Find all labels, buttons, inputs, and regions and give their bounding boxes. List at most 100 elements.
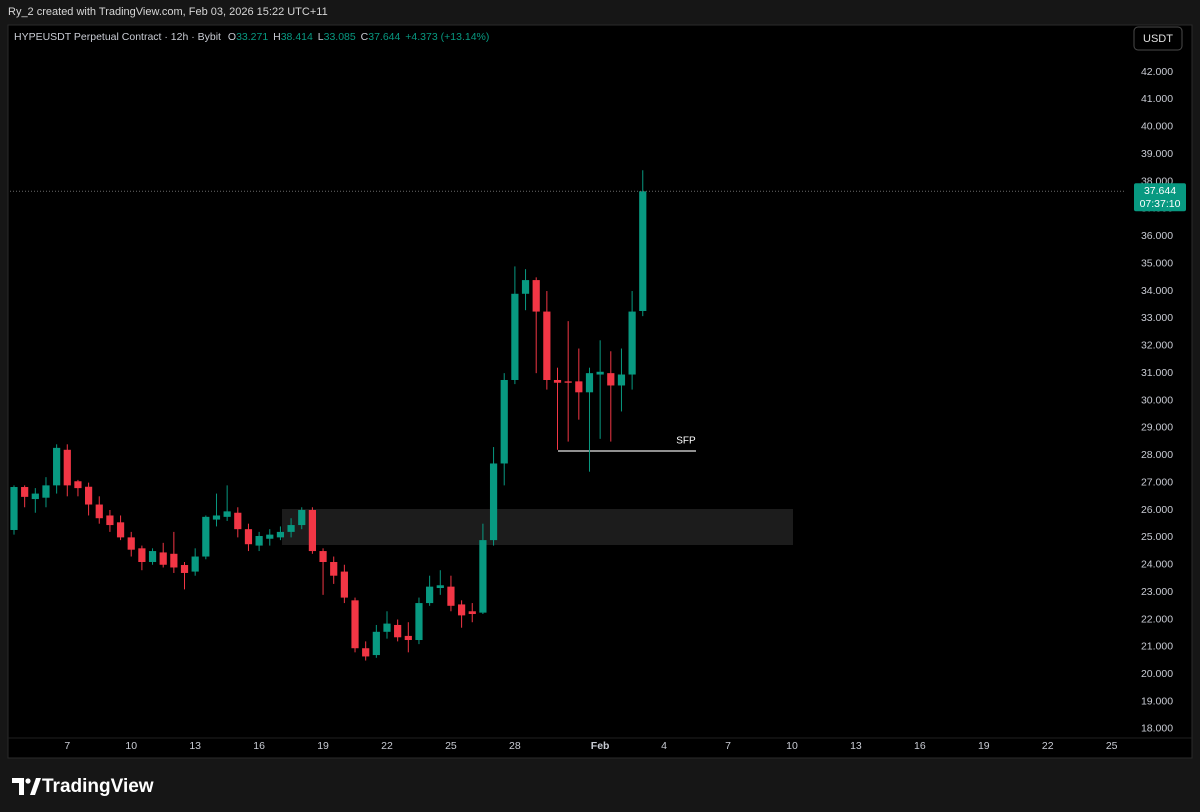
candle-body xyxy=(468,611,476,615)
candle-body xyxy=(74,481,82,489)
y-tick-label: 18.000 xyxy=(1141,723,1173,735)
y-tick-label: 32.000 xyxy=(1141,340,1173,352)
legend-value: 33.085 xyxy=(324,31,356,43)
candle-body xyxy=(202,516,210,557)
x-tick-label: 16 xyxy=(914,740,926,752)
candle-body xyxy=(319,551,327,563)
candle-body xyxy=(308,510,316,552)
candle-body xyxy=(106,515,114,526)
y-tick-label: 36.000 xyxy=(1141,230,1173,242)
y-tick-label: 39.000 xyxy=(1141,148,1173,160)
x-tick-label: 22 xyxy=(381,740,393,752)
logo-shape xyxy=(25,778,31,784)
candle-body xyxy=(180,565,189,573)
candle-body xyxy=(617,374,626,386)
candle-body xyxy=(447,586,455,606)
y-tick-label: 21.000 xyxy=(1141,641,1173,653)
candle-body xyxy=(10,487,18,530)
candle-body xyxy=(596,371,604,375)
y-tick-label: 34.000 xyxy=(1141,285,1173,297)
y-tick-label: 27.000 xyxy=(1141,476,1173,488)
last-price-label: 37.644 xyxy=(1144,185,1176,197)
candle-body xyxy=(159,552,167,565)
x-tick-label: 22 xyxy=(1042,740,1054,752)
candle-body xyxy=(457,604,466,616)
y-tick-label: 20.000 xyxy=(1141,668,1173,680)
x-tick-label: 10 xyxy=(125,740,137,752)
candle-body xyxy=(53,447,61,486)
x-tick-label: 13 xyxy=(189,740,201,752)
candle-body xyxy=(21,487,29,497)
countdown: 07:37:10 xyxy=(1140,198,1181,210)
y-tick-label: 30.000 xyxy=(1141,394,1173,406)
logo-shape xyxy=(12,778,24,795)
candle-body xyxy=(575,381,583,393)
x-tick-label: 7 xyxy=(725,740,731,752)
candle-body xyxy=(63,449,71,486)
candle-body xyxy=(170,553,178,568)
x-tick-label: 25 xyxy=(445,740,457,752)
legend: HYPEUSDT Perpetual Contract · 12h · Bybi… xyxy=(14,31,489,43)
candle-body xyxy=(84,486,93,505)
y-tick-label: 33.000 xyxy=(1141,312,1173,324)
x-tick-label: 10 xyxy=(786,740,798,752)
candle-body xyxy=(212,515,221,520)
candle-body xyxy=(500,379,508,464)
x-tick-label: 19 xyxy=(978,740,990,752)
zone xyxy=(282,509,793,545)
currency[interactable]: USDT xyxy=(1143,33,1173,45)
candle-body xyxy=(234,512,242,530)
x-tick-label: Feb xyxy=(591,740,610,752)
candle-body xyxy=(148,551,157,563)
candle-body xyxy=(42,485,50,498)
candle-body xyxy=(639,191,647,311)
candle-body xyxy=(511,293,519,380)
chart-title: HYPEUSDT Perpetual Contract · 12h · Bybi… xyxy=(14,31,221,43)
y-tick-label: 23.000 xyxy=(1141,586,1173,598)
x-tick-label: 19 xyxy=(317,740,329,752)
candle-body xyxy=(138,548,146,563)
y-tick-label: 19.000 xyxy=(1141,695,1173,707)
candle-body xyxy=(351,600,359,649)
candle-body xyxy=(276,531,285,538)
candle-body xyxy=(255,536,263,546)
legend-value: 33.271 xyxy=(236,31,268,43)
candle-body xyxy=(394,624,402,638)
candle-body xyxy=(564,381,572,383)
legend-label: L xyxy=(318,31,324,43)
y-tick-label: 40.000 xyxy=(1141,121,1173,133)
x-tick-label: 28 xyxy=(509,740,521,752)
candle-body xyxy=(287,525,295,532)
candle-body xyxy=(479,540,487,613)
candle-body xyxy=(543,311,551,380)
candle-body xyxy=(362,648,370,657)
y-tick-label: 35.000 xyxy=(1141,257,1173,269)
y-tick-label: 42.000 xyxy=(1141,66,1173,78)
legend-change: +4.373 xyxy=(405,31,438,43)
header: Ry_2 created with TradingView.com, Feb 0… xyxy=(8,6,328,18)
brand-logo xyxy=(12,778,41,795)
brand: TradingView xyxy=(42,776,154,797)
y-tick-label: 29.000 xyxy=(1141,422,1173,434)
candle-body xyxy=(95,504,103,519)
candle-body xyxy=(340,571,348,598)
legend-change-pct: (+13.14%) xyxy=(441,31,490,43)
x-tick-label: 25 xyxy=(1106,740,1118,752)
candle-body xyxy=(404,635,412,641)
annotation: SFP xyxy=(676,436,696,447)
candle-body xyxy=(372,631,380,656)
y-tick-label: 31.000 xyxy=(1141,367,1173,379)
y-tick-label: 24.000 xyxy=(1141,559,1173,571)
candle-body xyxy=(298,510,306,526)
y-tick-label: 22.000 xyxy=(1141,613,1173,625)
legend-value: 37.644 xyxy=(368,31,400,43)
y-tick-label: 41.000 xyxy=(1141,93,1173,105)
legend-label: C xyxy=(361,31,369,43)
legend-value: 38.414 xyxy=(281,31,313,43)
candle-body xyxy=(223,511,231,517)
currency-button[interactable] xyxy=(1133,26,1183,51)
price-tag xyxy=(1134,183,1186,212)
x-tick-label: 13 xyxy=(850,740,862,752)
